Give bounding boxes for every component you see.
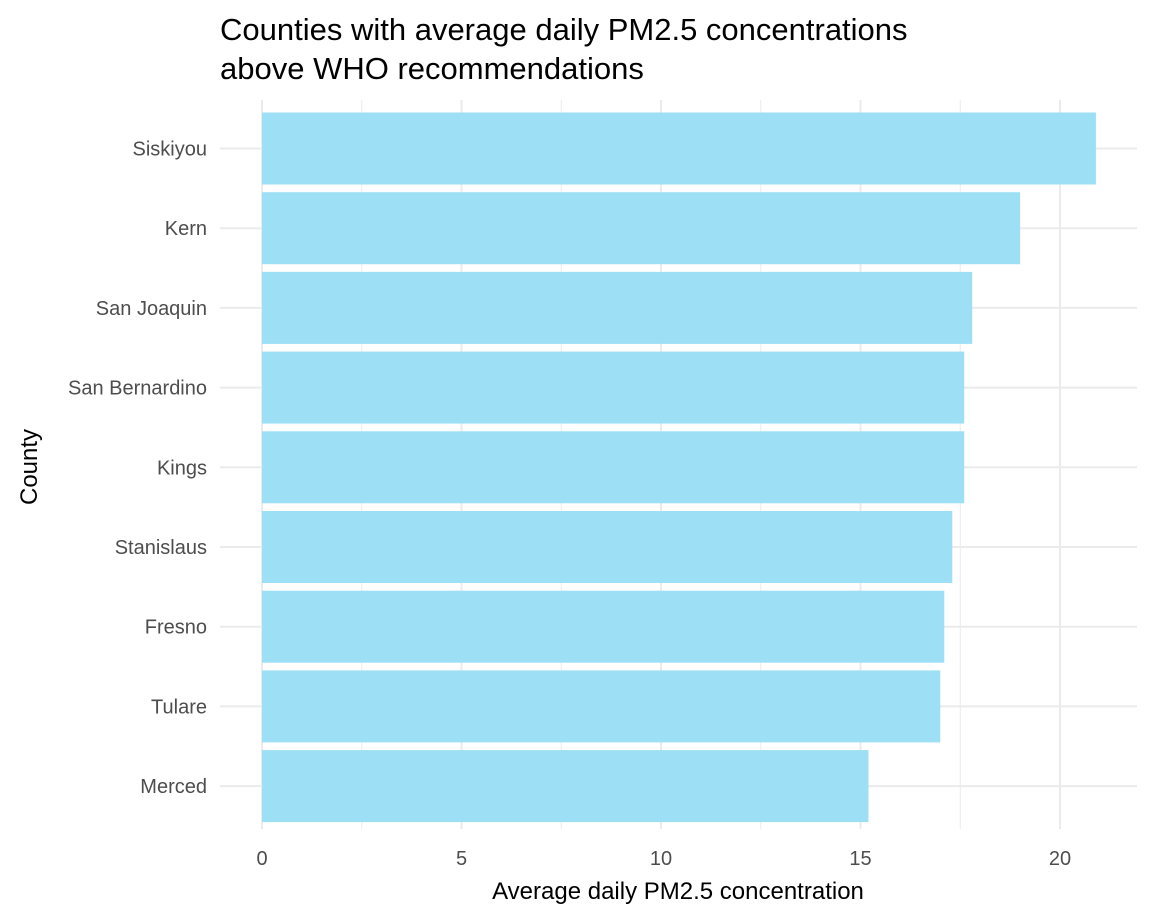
y-tick-label: Kings — [157, 457, 207, 479]
bar-kern — [262, 192, 1021, 265]
y-tick-label: Stanislaus — [115, 537, 207, 559]
bar-stanislaus — [262, 511, 953, 583]
x-tick-label: 20 — [1049, 848, 1071, 870]
y-tick-label: Tulare — [151, 696, 207, 718]
bar-siskiyou — [262, 112, 1096, 185]
bar-san-joaquin — [262, 271, 973, 344]
x-axis-title: Average daily PM2.5 concentration — [492, 878, 864, 905]
bar-merced — [262, 750, 869, 823]
y-axis-title: County — [16, 429, 43, 505]
x-tick-label: 5 — [456, 848, 467, 870]
y-tick-label: San Joaquin — [96, 298, 207, 320]
y-tick-label: San Bernardino — [68, 378, 207, 400]
x-tick-label: 10 — [650, 848, 672, 870]
y-axis-tick-labels: Siskiyou Kern San Joaquin San Bernardino Kin… — [68, 139, 207, 799]
chart-title-line-1: Counties with average daily PM2.5 concen… — [220, 12, 908, 47]
y-tick-label: Merced — [140, 776, 207, 798]
bar-fresno — [262, 590, 945, 663]
bar-san-bernardino — [262, 351, 965, 424]
x-tick-label: 15 — [849, 848, 871, 870]
bars — [262, 112, 1096, 823]
x-axis-tick-labels: 0 5 10 15 20 — [256, 848, 1071, 870]
bar-kings — [262, 431, 965, 504]
y-tick-label: Fresno — [145, 617, 207, 639]
x-tick-label: 0 — [256, 848, 267, 870]
y-tick-label: Siskiyou — [133, 139, 207, 161]
chart-title-line-2: above WHO recommendations — [220, 51, 644, 86]
bar-tulare — [262, 670, 941, 743]
y-tick-label: Kern — [165, 218, 207, 240]
